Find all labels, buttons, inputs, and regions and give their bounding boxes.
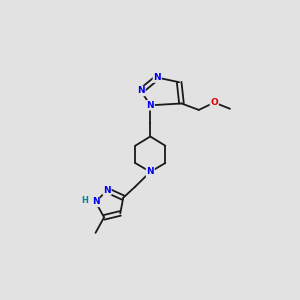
Text: N: N — [103, 186, 111, 195]
Text: N: N — [137, 86, 145, 95]
Text: N: N — [146, 167, 154, 176]
Text: H: H — [81, 196, 88, 205]
Text: O: O — [210, 98, 218, 107]
Text: N: N — [153, 73, 161, 82]
Text: N: N — [146, 101, 154, 110]
Text: N: N — [92, 197, 99, 206]
